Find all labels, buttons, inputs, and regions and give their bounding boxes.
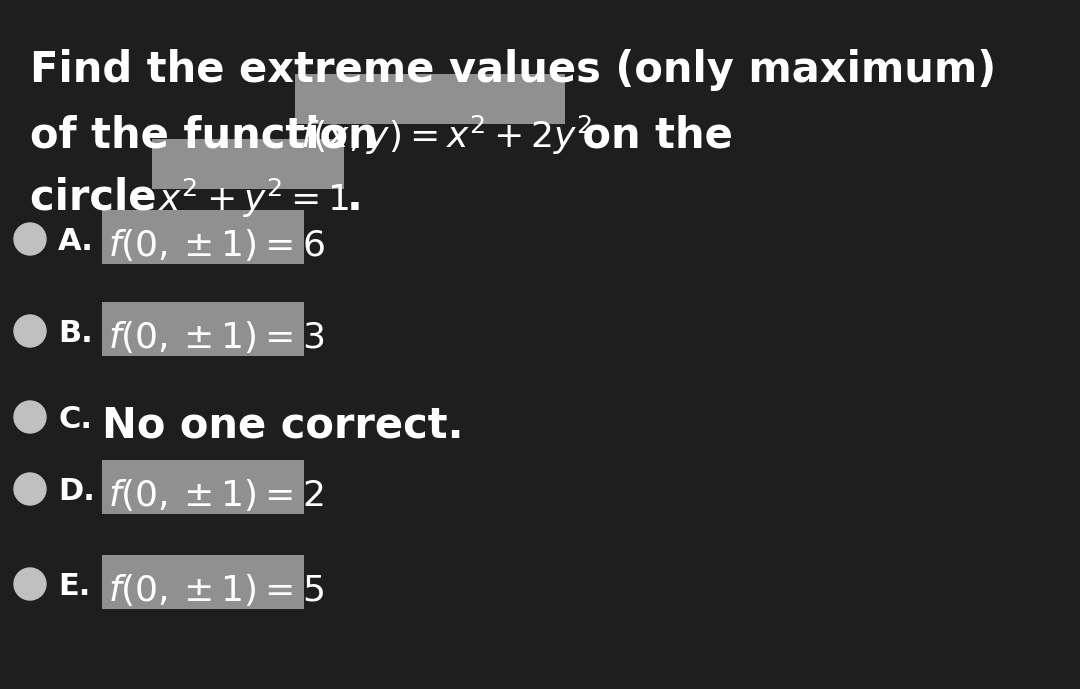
Text: C.: C. [58,405,92,434]
Bar [102,460,303,514]
Text: No one correct.: No one correct. [102,405,463,447]
Circle shape [14,223,46,255]
Text: $f(0,\pm 1) = 3$: $f(0,\pm 1) = 3$ [108,319,324,355]
Circle shape [14,401,46,433]
Bar [152,139,345,189]
Text: B.: B. [58,319,93,348]
Text: of the function: of the function [30,114,392,156]
Text: D.: D. [58,477,95,506]
Text: $f(0,\pm 1) = 5$: $f(0,\pm 1) = 5$ [108,572,324,608]
Text: $f(0,\pm 1) = 6$: $f(0,\pm 1) = 6$ [108,227,325,263]
Circle shape [14,568,46,600]
Text: Find the extreme values (only maximum): Find the extreme values (only maximum) [30,49,996,91]
Text: A.: A. [58,227,94,256]
Bar [102,210,303,264]
Circle shape [14,473,46,505]
Text: circle: circle [30,177,171,219]
Text: .: . [347,177,363,219]
Bar [102,302,303,356]
Text: $x^2+y^2=1$: $x^2+y^2=1$ [158,177,350,220]
Text: $f(0,\pm 1) = 2$: $f(0,\pm 1) = 2$ [108,477,323,513]
Text: on the: on the [568,114,733,156]
Text: $f(x,y) = x^2 + 2y^2$: $f(x,y) = x^2 + 2y^2$ [300,114,593,157]
Text: E.: E. [58,572,91,601]
Circle shape [14,315,46,347]
Bar [102,555,303,609]
Bar [295,74,565,124]
